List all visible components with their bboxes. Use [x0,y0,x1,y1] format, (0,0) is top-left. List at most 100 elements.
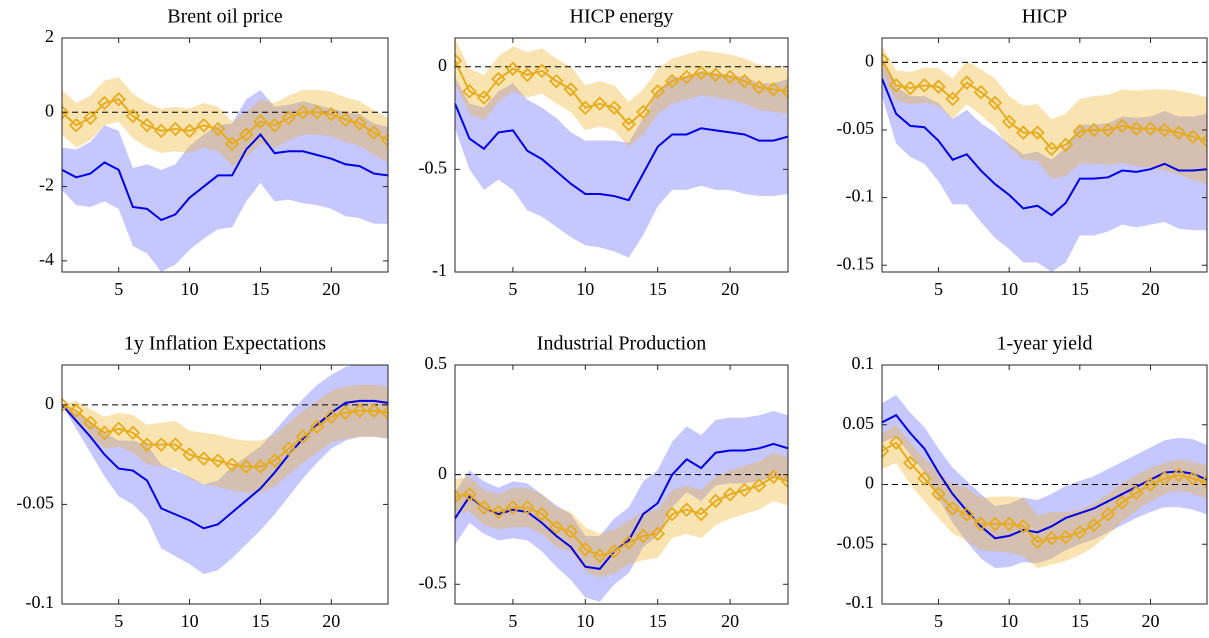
x-tick-label: 5 [114,611,123,631]
diamond-marker [1016,519,1031,534]
diamond-marker [722,69,738,85]
y-tick-label: 0 [865,50,874,70]
axes-box [454,364,789,605]
diamond-marker [621,535,637,550]
confidence-band [62,365,388,575]
series-line [62,399,388,530]
diamond-marker [1114,495,1130,510]
diamond-marker [196,451,212,466]
confidence-band [882,62,1207,272]
diamond-marker [338,112,353,127]
diamond-marker [606,544,622,559]
diamond-marker [1016,125,1031,140]
diamond-marker [959,507,975,522]
x-tick-label: 15 [251,279,269,299]
diamond-marker [606,100,622,116]
confidence-band [62,77,388,167]
diamond-marker [139,118,155,133]
diamond-marker [352,403,367,419]
y-tick-label: -0.05 [837,118,875,138]
diamond-marker [62,397,70,413]
diamond-marker [931,79,946,94]
y-tick-label: -0.05 [837,532,875,552]
diamond-marker [520,500,535,515]
diamond-marker [520,67,535,83]
diamond-marker [153,123,169,139]
diamond-marker [592,548,608,564]
panel-title: HICP energy [570,6,674,28]
diamond-marker [737,482,752,498]
diamond-marker [737,73,752,89]
plot-area [62,365,388,575]
confidence-band [455,38,788,147]
x-tick-label: 10 [181,279,199,299]
diamond-marker [267,453,282,468]
diamond-marker [83,110,98,126]
y-tick-label: 0.5 [425,353,448,373]
diamond-marker [491,71,506,87]
diamond-marker [578,541,593,557]
diamond-marker [210,121,226,137]
panel: HICP 5 10 15 20 -0.15 -0.1 -0.05 0 [837,6,1208,299]
plot-area [455,411,788,602]
x-tick-label: 10 [576,611,594,631]
x-tick-label: 20 [1141,611,1159,631]
diamond-marker [210,453,226,468]
diamond-marker [635,528,651,544]
x-tick-label: 5 [508,279,517,299]
diamond-marker [1129,121,1144,136]
diamond-marker [1129,485,1144,501]
diamond-marker [1030,125,1045,140]
diamond-marker [111,92,126,107]
diamond-marker [1185,471,1201,486]
plot-area [62,77,388,272]
confidence-band [455,411,788,602]
series-line [882,78,1207,217]
x-tick-label: 5 [934,279,943,299]
diamond-marker [352,116,367,131]
diamond-marker [693,65,709,81]
x-tick-label: 15 [649,279,667,299]
diamond-marker [664,73,680,89]
diamond-marker [931,486,946,502]
diamond-marker [534,506,550,522]
diamond-marker [153,437,169,452]
diamond-marker [780,84,788,99]
diamond-marker [917,471,932,486]
diamond-marker [888,435,904,450]
diamond-marker [1100,507,1116,522]
diamond-marker [650,526,665,542]
y-tick-label: -1 [432,260,447,280]
diamond-marker [549,519,564,535]
series-line [882,59,1207,151]
diamond-marker [1171,125,1187,140]
y-tick-label: 0 [45,393,54,413]
diamond-marker [722,487,738,502]
diamond-marker [196,118,212,133]
diamond-marker [945,91,960,107]
diamond-marker [693,506,709,522]
diamond-marker [987,95,1003,111]
diamond-marker [882,52,890,67]
panel: 1y Inflation Expectations 5 10 15 20 -0.1 -0.0… [17,333,389,631]
plot-area [882,46,1207,272]
y-tick-label: 0 [438,463,447,483]
diamond-marker [1001,516,1017,532]
diamond-marker [338,405,353,421]
diamond-marker [751,478,767,493]
diamond-marker [97,95,112,111]
axes-box [881,37,1208,273]
diamond-marker [679,69,694,85]
diamond-marker [1086,517,1102,533]
y-tick-label: -0.5 [419,572,448,592]
diamond-marker [1143,477,1158,492]
diamond-marker [621,116,637,132]
diamond-marker [751,79,767,95]
diamond-marker [766,469,781,485]
diamond-marker [224,136,240,152]
y-tick-label: -0.1 [846,592,875,612]
axes-box [61,364,389,605]
x-tick-label: 20 [322,279,340,299]
diamond-marker [366,403,382,419]
